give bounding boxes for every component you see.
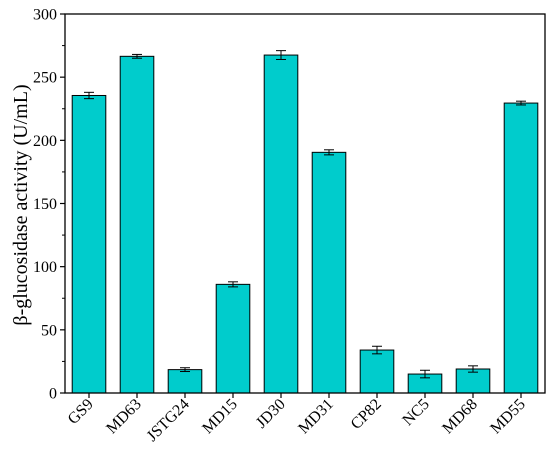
bar-md63: [119, 55, 155, 394]
y-tick-label: 250: [33, 70, 57, 87]
y-tick-label: 200: [33, 133, 57, 150]
bar-jd30: [263, 54, 299, 394]
y-tick-label: 0: [49, 386, 57, 403]
bar-md31: [311, 151, 347, 394]
bar-jstg24: [167, 369, 203, 394]
bar-md15: [215, 283, 251, 394]
bar-cp82: [359, 349, 395, 394]
y-tick-label: 150: [33, 196, 57, 213]
y-axis-title: β-glucosidase activity (U/mL): [10, 84, 32, 325]
y-tick-label: 50: [41, 322, 57, 339]
y-axis: 0 50 100 150 200 250 300: [33, 7, 65, 403]
y-tick-label: 100: [33, 259, 57, 276]
bar-gs9: [71, 94, 107, 394]
bar-md55: [503, 102, 539, 394]
error-bars-group: [84, 50, 526, 379]
plot-frame: [64, 13, 546, 394]
y-tick-label: 300: [33, 7, 57, 24]
